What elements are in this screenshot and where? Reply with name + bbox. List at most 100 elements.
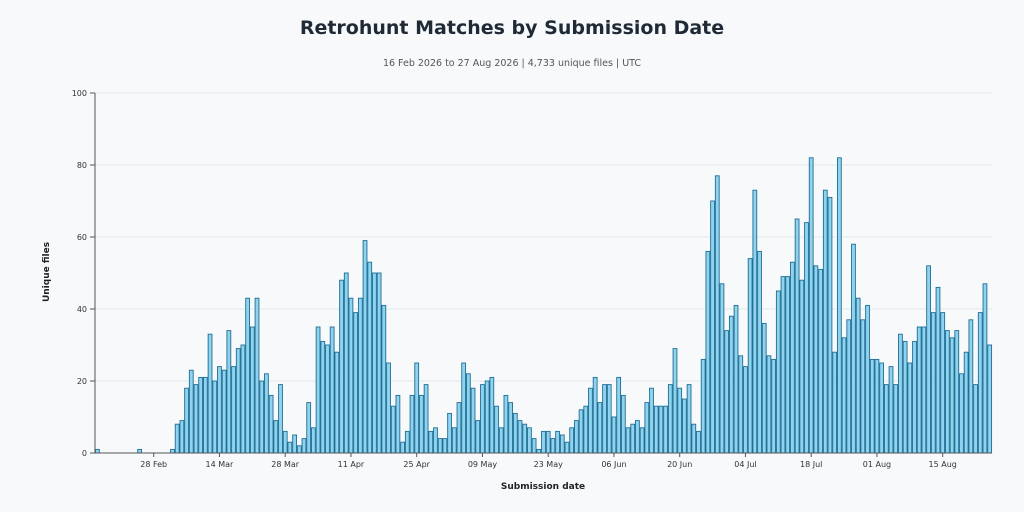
bar: [696, 430, 701, 454]
bar: [259, 380, 265, 454]
bar: [531, 438, 537, 454]
bar: [738, 355, 744, 454]
bar: [202, 376, 208, 454]
bar: [606, 384, 612, 454]
bar: [451, 427, 457, 454]
bar: [912, 340, 917, 454]
bar: [264, 373, 269, 454]
bar: [663, 405, 668, 454]
bar: [752, 189, 758, 454]
bar: [804, 222, 809, 454]
x-tick-label: 25 Apr: [403, 460, 430, 469]
bar: [372, 272, 377, 454]
bar: [630, 423, 636, 454]
bar: [517, 420, 523, 454]
bar: [588, 387, 593, 454]
bar: [860, 319, 866, 454]
bar: [320, 340, 326, 454]
bar: [170, 448, 175, 454]
bar: [635, 420, 640, 454]
bar: [733, 304, 739, 454]
bar: [508, 402, 514, 454]
bar: [334, 351, 340, 454]
bar: [719, 283, 725, 454]
bar: [339, 279, 344, 454]
bar: [827, 196, 833, 454]
bar: [470, 387, 476, 454]
bar: [461, 362, 467, 454]
bar: [649, 387, 654, 454]
bar: [935, 286, 941, 454]
bar: [414, 362, 420, 454]
bar: [254, 297, 260, 454]
bar: [447, 412, 452, 454]
chart-subtitle: 16 Feb 2026 to 27 Aug 2026 | 4,733 uniqu…: [382, 58, 642, 69]
bar: [921, 326, 927, 454]
bar: [705, 250, 711, 454]
bar: [559, 434, 565, 454]
bar: [977, 312, 983, 454]
bar: [249, 326, 255, 454]
bar: [874, 358, 880, 454]
bar: [832, 351, 838, 454]
bar: [494, 405, 499, 454]
bar: [367, 261, 373, 454]
bar: [879, 362, 885, 454]
bar: [465, 373, 471, 454]
bar: [235, 348, 241, 454]
bar: [728, 315, 734, 454]
bar: [747, 258, 753, 454]
bar: [527, 427, 532, 454]
bar: [954, 330, 960, 454]
bar: [376, 272, 382, 454]
bar: [949, 337, 955, 454]
bar: [428, 430, 434, 454]
bar: [818, 268, 823, 454]
bar: [188, 369, 194, 454]
bar: [395, 394, 401, 454]
bar: [813, 265, 819, 454]
x-tick-label: 18 Jul: [800, 460, 822, 469]
x-tick-label: 28 Feb: [140, 460, 167, 469]
x-tick-label: 28 Mar: [271, 460, 300, 469]
bar: [574, 420, 579, 454]
y-tick-label: 60: [77, 233, 87, 242]
y-axis-title: Unique files: [42, 242, 52, 302]
x-tick-label: 09 May: [468, 460, 498, 469]
bar: [489, 376, 495, 454]
bar: [423, 384, 429, 454]
bar: [822, 189, 828, 454]
bar: [386, 362, 391, 454]
bar: [442, 438, 448, 454]
bar: [907, 362, 913, 454]
bar: [757, 250, 762, 454]
x-tick-label: 11 Apr: [338, 460, 365, 469]
bar: [569, 427, 575, 454]
bar: [851, 243, 856, 454]
bar: [184, 387, 189, 454]
bar: [766, 355, 772, 454]
bar: [841, 337, 847, 454]
bar: [724, 330, 730, 454]
bar: [419, 394, 424, 454]
bar: [282, 430, 288, 454]
bar: [644, 402, 650, 454]
bar: [714, 175, 720, 454]
bar: [475, 420, 481, 454]
y-tick-label: 40: [77, 305, 87, 314]
bar: [362, 240, 368, 454]
bar: [883, 384, 889, 454]
bar: [555, 430, 560, 454]
bar: [348, 297, 354, 454]
bar: [179, 420, 185, 454]
bar: [390, 405, 396, 454]
bar: [945, 330, 950, 454]
bar: [315, 326, 321, 454]
bar: [564, 441, 570, 454]
x-tick-label: 23 May: [534, 460, 564, 469]
bar: [301, 438, 307, 454]
bar: [536, 448, 542, 454]
bar: [902, 340, 908, 454]
bar: [268, 394, 274, 454]
